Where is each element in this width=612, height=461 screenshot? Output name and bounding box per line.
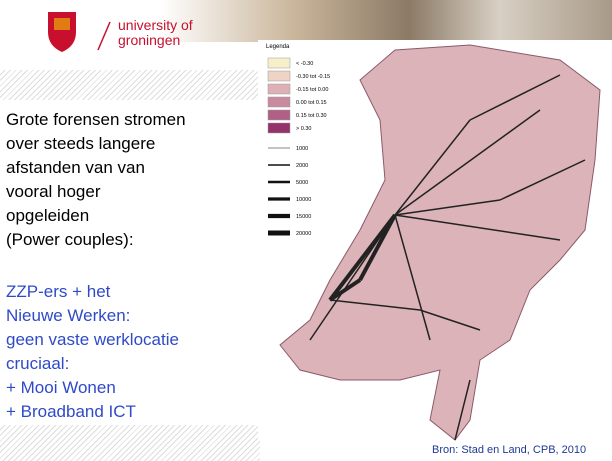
slide: university of groningen Legenda < -0.30 -… (0, 0, 612, 461)
text-line: ZZP-ers + het (6, 280, 179, 304)
text-line: opgeleiden (6, 204, 186, 228)
legend-label: -0.30 tot -0.15 (296, 74, 330, 80)
text-line: geen vaste werklocatie (6, 328, 179, 352)
text-line: over steeds langere (6, 132, 186, 156)
logo-slash (98, 22, 110, 50)
text-line: Grote forensen stromen (6, 108, 186, 132)
legend-label: 0.00 tot 0.15 (296, 100, 327, 106)
legend-swatch (268, 97, 290, 107)
legend-swatch (268, 110, 290, 120)
legend-label: 0.15 tot 0.30 (296, 113, 327, 119)
legend-swatch (268, 71, 290, 81)
legend-label: 5000 (296, 180, 308, 186)
text-line: + Mooi Wonen (6, 376, 179, 400)
logo-detail (54, 18, 70, 30)
legend-title: Legenda (266, 44, 290, 50)
text-line: afstanden van van (6, 156, 186, 180)
legend-label: 1000 (296, 146, 308, 152)
legend-label: -0.15 tot 0.00 (296, 87, 328, 93)
source-note: Bron: Stad en Land, CPB, 2010 (432, 444, 586, 456)
legend-swatch (268, 123, 290, 133)
text-line: vooral hoger (6, 180, 186, 204)
legend-label: 2000 (296, 163, 308, 169)
legend-swatch (268, 84, 290, 94)
text-line: cruciaal: (6, 352, 179, 376)
legend-label: > 0.30 (296, 126, 311, 132)
legend-swatch (268, 58, 290, 68)
legend-label: 15000 (296, 214, 311, 220)
legend-label: 20000 (296, 231, 311, 237)
logo-text: university of (118, 17, 193, 33)
logo-text: groningen (118, 32, 180, 48)
text-line: + Broadband ICT (6, 400, 179, 424)
legend-label: 10000 (296, 197, 311, 203)
text-line: (Power couples): (6, 228, 186, 252)
text-line: Nieuwe Werken: (6, 304, 179, 328)
legend-label: < -0.30 (296, 61, 313, 67)
